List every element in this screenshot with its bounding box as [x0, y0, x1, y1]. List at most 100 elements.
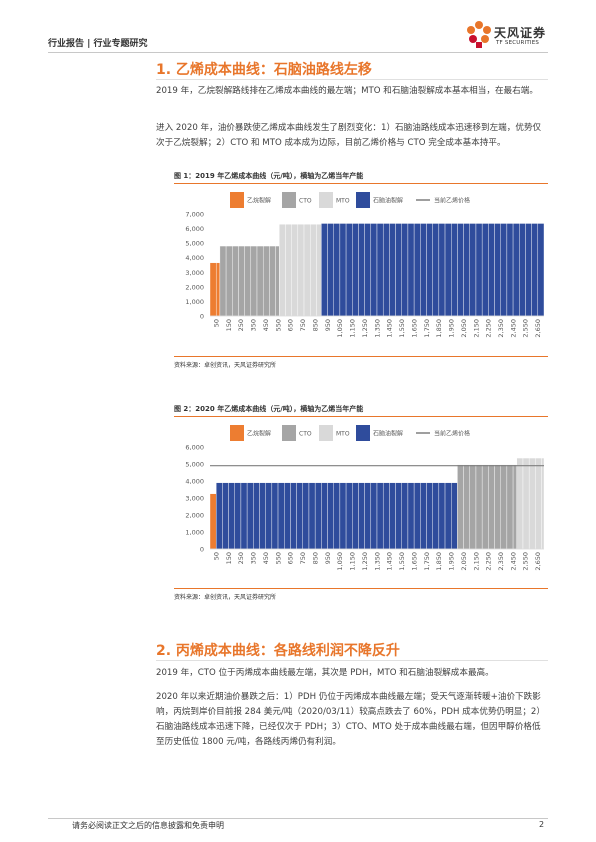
section-1-paragraph-1: 2019 年，乙烷裂解路线排在乙烯成本曲线的最左端；MTO 和石脑油裂解成本基本…	[156, 86, 538, 96]
y-tick-label: 4,000	[185, 478, 204, 486]
series-MTO	[279, 224, 322, 317]
bar	[219, 245, 227, 317]
x-tick-label: 450	[262, 319, 270, 331]
bar	[420, 223, 427, 317]
bar	[275, 245, 280, 317]
bar	[432, 482, 440, 550]
x-tick-label: 1,550	[398, 552, 406, 571]
legend-item: 乙烷裂解	[230, 192, 271, 208]
bar	[265, 482, 273, 550]
legend-item: MTO	[319, 425, 350, 441]
bar	[376, 482, 384, 550]
bar	[232, 245, 239, 317]
bar	[345, 482, 353, 550]
series-石脑油裂解	[321, 223, 545, 317]
bar	[244, 245, 252, 317]
bar	[519, 223, 526, 317]
logo-subtext: TF SECURITIES	[496, 40, 540, 46]
bar	[327, 482, 334, 550]
section-1-title: 1. 乙烯成本曲线：石脑油路线左移	[156, 62, 372, 78]
y-tick-label: 2,000	[185, 512, 204, 520]
bar	[215, 482, 223, 550]
x-tick-label: 2,450	[509, 552, 517, 571]
series-MTO	[516, 457, 545, 550]
x-tick-label: 350	[250, 319, 258, 331]
bar	[525, 223, 532, 317]
bar	[215, 262, 221, 317]
legend-swatch	[230, 192, 244, 208]
figure-2-source: 资料来源：卓创资讯，天风证券研究所	[174, 594, 277, 601]
bar	[401, 482, 409, 550]
header-divider	[48, 52, 548, 53]
x-tick-label: 1,950	[448, 552, 456, 571]
bar	[395, 482, 402, 550]
bar	[253, 482, 260, 550]
bar	[444, 482, 452, 550]
y-tick-label: 5,000	[185, 461, 204, 469]
bar	[528, 457, 536, 550]
bar	[522, 457, 530, 550]
legend-label: MTO	[336, 431, 350, 438]
bar	[382, 223, 390, 317]
bar	[370, 482, 378, 550]
bar	[426, 482, 433, 550]
x-tick-label: 2,550	[522, 552, 530, 571]
bar	[222, 482, 229, 550]
x-tick-label: 1,850	[435, 319, 443, 338]
footer-divider	[48, 818, 548, 819]
legend-swatch	[356, 192, 370, 208]
bar	[321, 223, 328, 317]
legend-label: 乙烷裂解	[247, 197, 271, 205]
bar	[269, 245, 276, 317]
x-tick-label: 2,350	[497, 552, 505, 571]
x-tick-label: 1,050	[336, 319, 344, 338]
x-tick-label: 2,650	[534, 552, 542, 571]
figure-1-title: 图 1：2019 年乙烯成本曲线（元/吨），横轴为乙烯当年产能	[174, 172, 364, 180]
x-tick-label: 1,150	[349, 552, 357, 571]
bar	[432, 223, 440, 317]
legend-swatch	[282, 425, 296, 441]
x-tick-label: 2,450	[509, 319, 517, 338]
figure-2-chart: 乙烷裂解 CTO MTO 石脑油裂解 当前乙烯价格 0 1,000 2,000 3,000 4,0…	[185, 425, 545, 571]
bar	[413, 223, 421, 317]
bar	[475, 223, 483, 317]
legend-item: 乙烷裂解	[230, 425, 271, 441]
x-tick-label: 950	[324, 319, 332, 331]
bar	[481, 464, 489, 550]
x-tick-label: 2,550	[522, 319, 530, 338]
figure-2-top-rule	[174, 416, 548, 417]
legend-label: CTO	[299, 431, 312, 438]
bar	[535, 457, 542, 550]
figure-1-bottom-rule	[174, 356, 548, 357]
bar	[512, 464, 517, 550]
section-2-paragraph-1: 2019 年，CTO 位于丙烯成本曲线最左端，其次是 PDH，MTO 和石脑油裂…	[156, 668, 494, 678]
bar	[209, 493, 217, 550]
y-tick-label: 7,000	[185, 211, 204, 219]
series-乙烷裂解	[209, 262, 221, 317]
bar	[277, 482, 285, 550]
bar	[537, 223, 545, 317]
bar	[488, 223, 495, 317]
x-tick-label: 850	[311, 319, 319, 331]
bar	[420, 482, 427, 550]
y-tick-label: 6,000	[185, 225, 204, 233]
bar	[309, 224, 317, 317]
legend-swatch	[230, 425, 244, 441]
bar	[364, 223, 372, 317]
figure-1-source: 资料来源：卓创资讯，天风证券研究所	[174, 362, 277, 369]
bar	[297, 224, 305, 317]
bar	[438, 223, 446, 317]
legend-swatch	[319, 192, 333, 208]
series-乙烷裂解	[209, 493, 217, 550]
bar	[457, 223, 464, 317]
x-tick-label: 1,450	[386, 552, 394, 571]
logo-text: 天风证券	[494, 26, 547, 40]
bar	[494, 464, 501, 550]
bar	[401, 223, 409, 317]
x-tick-label: 1,150	[349, 319, 357, 338]
legend-label: 石脑油裂解	[373, 430, 403, 438]
bar	[395, 223, 402, 317]
bar	[285, 224, 292, 317]
x-tick-label: 850	[311, 552, 319, 564]
legend-swatch	[356, 425, 370, 441]
